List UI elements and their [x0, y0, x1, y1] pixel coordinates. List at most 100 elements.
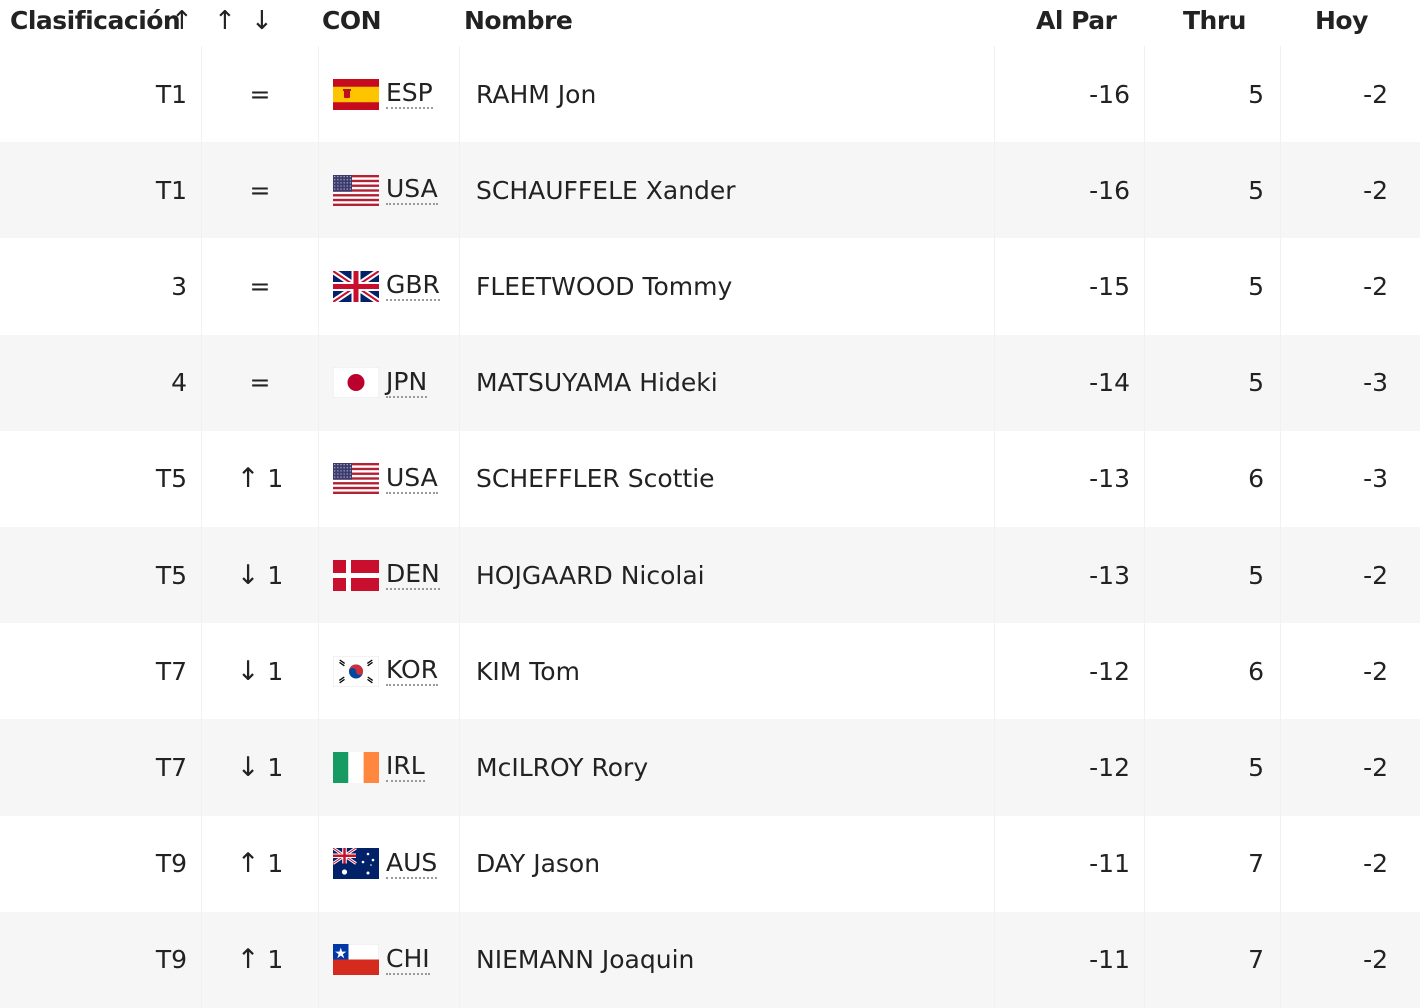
today-cell: -2 [1281, 527, 1420, 623]
thru-cell: 6 [1145, 623, 1281, 720]
header-country[interactable]: CON [322, 6, 382, 35]
player-name[interactable]: HOJGAARD Nicolai [476, 560, 705, 590]
movement-value: = [249, 368, 271, 398]
movement-value: 1 [267, 560, 284, 590]
player-name-cell[interactable]: McILROY Rory [460, 719, 995, 816]
arrow-down-icon: ↓ [236, 655, 260, 687]
player-name-cell[interactable]: SCHEFFLER Scottie [460, 430, 995, 527]
player-name[interactable]: SCHAUFFELE Xander [476, 175, 736, 205]
player-name-cell[interactable]: KIM Tom [460, 623, 995, 720]
table-row[interactable]: T7 ↓ 1 KOR KIM Tom -12 6 -2 [0, 623, 1420, 720]
player-name-cell[interactable]: HOJGAARD Nicolai [460, 526, 995, 624]
today-cell: -2 [1281, 623, 1420, 719]
movement-value: = [249, 79, 271, 109]
country-code[interactable]: DEN [386, 559, 440, 591]
thru-value: 7 [1248, 945, 1264, 975]
leaderboard-header: Clasificación ↑ ↑ ↓ CON Nombre Al Par Th… [0, 0, 1420, 46]
table-row[interactable]: T5 ↑ 1 USA SCHEFFLER Scottie -13 6 -3 [0, 430, 1420, 527]
today-cell: -2 [1281, 719, 1420, 815]
to-par-cell: -16 [995, 142, 1145, 239]
player-name-cell[interactable]: FLEETWOOD Tommy [460, 238, 995, 335]
table-row[interactable]: 3 = GBR FLEETWOOD Tommy -15 5 -2 [0, 238, 1420, 335]
today-cell: -2 [1281, 238, 1420, 334]
rank-cell: 3 [0, 238, 202, 335]
table-row[interactable]: T5 ↓ 1 DEN HOJGAARD Nicolai -13 5 -2 [0, 526, 1420, 624]
today-cell: -2 [1281, 46, 1420, 142]
thru-cell: 5 [1145, 526, 1281, 624]
header-today[interactable]: Hoy [1315, 6, 1368, 35]
to-par-cell: -11 [995, 815, 1145, 912]
sort-ascending-icon[interactable]: ↑ [214, 6, 236, 36]
country-code[interactable]: IRL [386, 751, 425, 783]
country-code[interactable]: JPN [386, 366, 428, 398]
player-name[interactable]: McILROY Rory [476, 752, 649, 782]
table-row[interactable]: T1 = ESP RAHM Jon -16 5 -2 [0, 46, 1420, 143]
rank-cell: T9 [0, 911, 202, 1008]
country-code[interactable]: CHI [386, 943, 430, 975]
country-code[interactable]: GBR [386, 270, 440, 302]
to-par-cell: -16 [995, 46, 1145, 143]
movement-value: 1 [267, 752, 284, 782]
thru-cell: 7 [1145, 911, 1281, 1008]
player-name[interactable]: MATSUYAMA Hideki [476, 368, 718, 398]
today-cell: -2 [1281, 142, 1420, 238]
rank-value: T5 [155, 560, 187, 590]
to-par-value: -16 [1089, 79, 1130, 109]
sort-descending-icon[interactable]: ↓ [251, 6, 273, 36]
country-code[interactable]: AUS [386, 847, 438, 879]
country-code[interactable]: USA [386, 174, 438, 206]
thru-cell: 5 [1145, 142, 1281, 239]
today-cell: -3 [1281, 335, 1420, 431]
thru-cell: 5 [1145, 334, 1281, 431]
arrow-down-icon: ↓ [236, 751, 260, 783]
movement-value: 1 [267, 464, 284, 494]
thru-cell: 5 [1145, 719, 1281, 816]
table-row[interactable]: T9 ↑ 1 AUS DAY Jason -11 7 -2 [0, 815, 1420, 912]
to-par-cell: -14 [995, 334, 1145, 431]
today-cell: -2 [1281, 912, 1420, 1008]
player-name-cell[interactable]: RAHM Jon [460, 46, 995, 143]
player-name-cell[interactable]: SCHAUFFELE Xander [460, 142, 995, 239]
table-row[interactable]: T1 = USA SCHAUFFELE Xander -16 5 -2 [0, 142, 1420, 239]
country-cell: USA [318, 142, 460, 239]
thru-cell: 7 [1145, 815, 1281, 912]
player-name-cell[interactable]: MATSUYAMA Hideki [460, 334, 995, 431]
thru-value: 6 [1248, 656, 1264, 686]
player-name[interactable]: KIM Tom [476, 656, 580, 686]
table-row[interactable]: 4 = JPN MATSUYAMA Hideki -14 5 -3 [0, 334, 1420, 431]
to-par-cell: -15 [995, 238, 1145, 335]
player-name[interactable]: DAY Jason [476, 849, 601, 879]
to-par-cell: -13 [995, 430, 1145, 527]
rank-cell: T7 [0, 623, 202, 720]
to-par-value: -11 [1089, 849, 1130, 879]
today-value: -2 [1363, 79, 1388, 109]
thru-value: 5 [1248, 560, 1264, 590]
player-name[interactable]: SCHEFFLER Scottie [476, 464, 715, 494]
header-rank[interactable]: Clasificación [10, 6, 181, 35]
movement-cell: ↓ 1 [202, 526, 319, 624]
arrow-down-icon: ↓ [236, 559, 260, 591]
player-name[interactable]: RAHM Jon [476, 79, 597, 109]
to-par-value: -13 [1089, 560, 1130, 590]
table-row[interactable]: T7 ↓ 1 IRL McILROY Rory -12 5 -2 [0, 719, 1420, 816]
player-name[interactable]: FLEETWOOD Tommy [476, 271, 733, 301]
player-name[interactable]: NIEMANN Joaquin [476, 945, 695, 975]
to-par-value: -13 [1089, 464, 1130, 494]
to-par-value: -15 [1089, 271, 1130, 301]
player-name-cell[interactable]: NIEMANN Joaquin [460, 911, 995, 1008]
country-cell: IRL [318, 719, 460, 816]
rank-value: 4 [171, 368, 187, 398]
country-code[interactable]: ESP [386, 78, 433, 110]
table-row[interactable]: T9 ↑ 1 CHI NIEMANN Joaquin -11 7 -2 [0, 911, 1420, 1008]
country-code[interactable]: USA [386, 462, 438, 494]
sort-rank-icon[interactable]: ↑ [171, 6, 193, 36]
today-cell: -2 [1281, 816, 1420, 912]
header-name[interactable]: Nombre [464, 6, 573, 35]
movement-cell: = [202, 46, 319, 143]
rank-value: T7 [155, 656, 187, 686]
header-thru[interactable]: Thru [1183, 6, 1246, 35]
header-to-par[interactable]: Al Par [1036, 6, 1117, 35]
irl-flag-icon [333, 751, 379, 783]
player-name-cell[interactable]: DAY Jason [460, 815, 995, 912]
country-code[interactable]: KOR [386, 655, 439, 687]
